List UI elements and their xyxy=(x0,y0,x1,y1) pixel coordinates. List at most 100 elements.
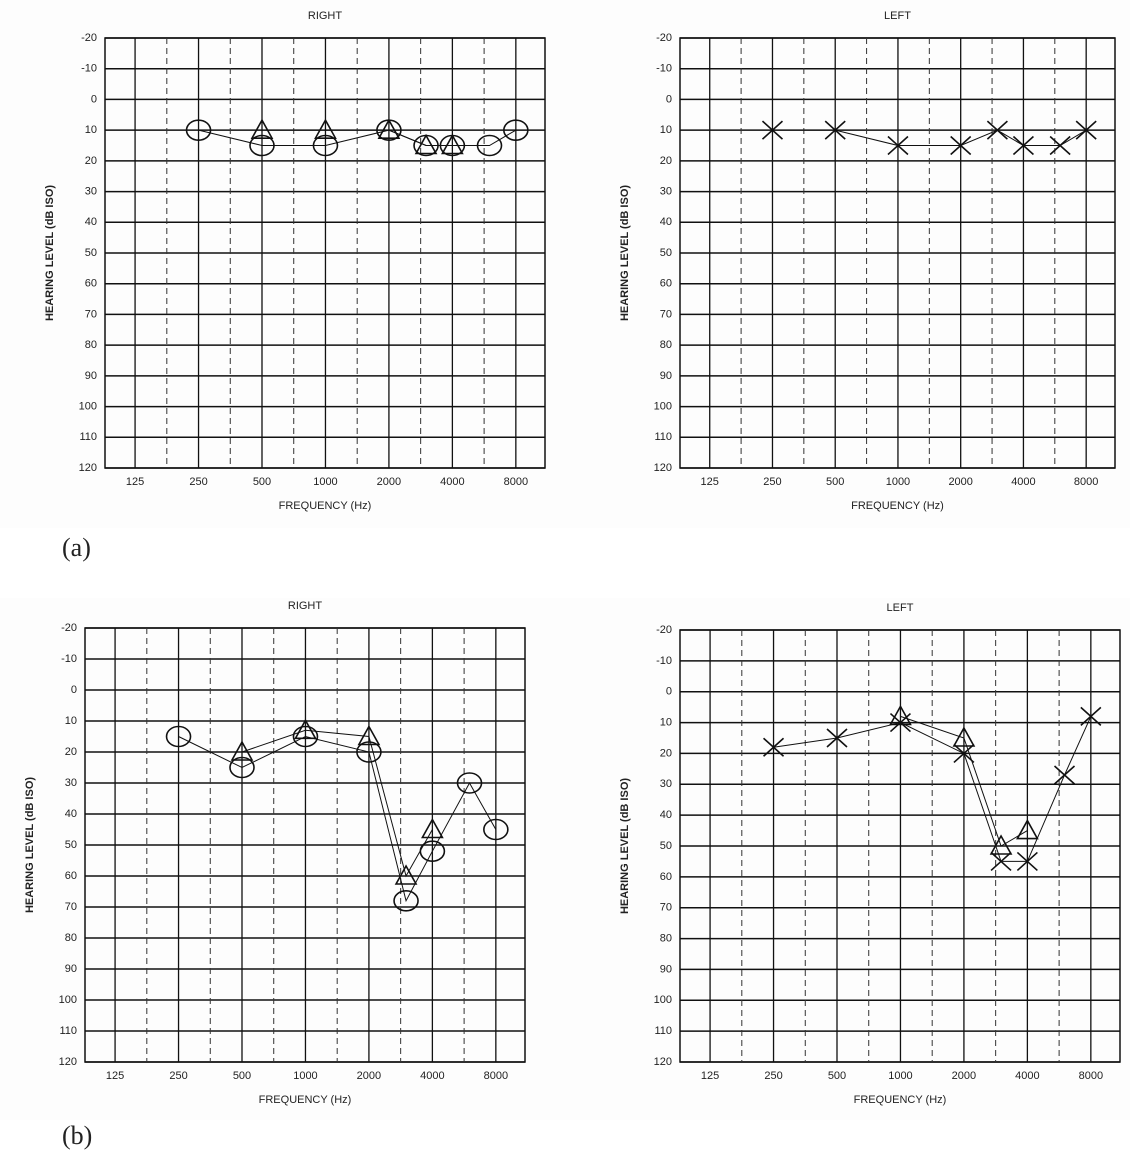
x-axis-title: FREQUENCY (Hz) xyxy=(854,1094,947,1106)
x-tick-label: 4000 xyxy=(1015,1070,1039,1082)
cross-marker xyxy=(1049,135,1071,156)
triangle-marker xyxy=(250,118,274,139)
y-tick-label: 50 xyxy=(660,840,672,852)
y-tick-label: -20 xyxy=(656,624,672,636)
circle-marker xyxy=(249,134,275,157)
y-tick-label: 20 xyxy=(660,747,672,759)
x-axis-title: FREQUENCY (Hz) xyxy=(259,1094,352,1106)
y-axis-title: HEARING LEVEL (dB ISO) xyxy=(619,185,631,321)
circle-marker xyxy=(483,818,509,841)
y-tick-label: 60 xyxy=(85,278,97,290)
x-tick-label: 500 xyxy=(233,1070,251,1082)
x-tick-label: 1000 xyxy=(313,476,337,488)
triangle-marker xyxy=(394,864,418,885)
triangle-marker xyxy=(421,817,444,839)
panel-label: (a) xyxy=(62,533,91,562)
y-tick-label: 100 xyxy=(654,400,672,412)
scan-a xyxy=(0,0,1130,528)
cross-marker xyxy=(889,712,911,733)
y-tick-label: 80 xyxy=(65,932,77,944)
triangle-marker xyxy=(314,118,337,139)
y-tick-label: 50 xyxy=(85,247,97,259)
y-tick-label: -20 xyxy=(61,622,77,634)
y-tick-label: 30 xyxy=(660,778,672,790)
y-tick-label: 110 xyxy=(79,431,97,443)
y-tick-label: 80 xyxy=(660,932,672,944)
x-tick-label: 4000 xyxy=(440,476,464,488)
circle-marker xyxy=(185,119,212,141)
x-tick-label: 125 xyxy=(106,1070,124,1082)
y-tick-label: 40 xyxy=(660,216,672,228)
x-tick-label: 2000 xyxy=(948,476,972,488)
circle-marker xyxy=(312,134,339,157)
x-tick-label: 2000 xyxy=(377,476,401,488)
triangle-marker xyxy=(294,718,317,740)
cross-marker xyxy=(1012,135,1034,156)
y-tick-label: 120 xyxy=(59,1056,77,1068)
y-tick-label: 40 xyxy=(85,216,97,228)
y-tick-label: 50 xyxy=(65,839,77,851)
cross-marker xyxy=(1080,706,1102,726)
y-tick-label: 10 xyxy=(85,124,97,136)
y-tick-label: 100 xyxy=(654,994,672,1006)
y-tick-label: 20 xyxy=(65,746,77,758)
y-tick-label: 90 xyxy=(660,370,672,382)
y-tick-label: 10 xyxy=(660,716,672,728)
x-tick-label: 125 xyxy=(701,476,719,488)
y-tick-label: 50 xyxy=(660,247,672,259)
y-tick-label: -10 xyxy=(61,653,77,665)
y-tick-label: 120 xyxy=(79,462,97,474)
x-tick-label: 125 xyxy=(126,476,144,488)
y-axis-title: HEARING LEVEL (dB ISO) xyxy=(44,185,56,321)
y-tick-label: -10 xyxy=(656,655,672,667)
circle-marker xyxy=(456,772,483,794)
x-tick-label: 8000 xyxy=(484,1070,508,1082)
y-tick-label: 60 xyxy=(660,871,672,883)
triangle-marker xyxy=(1016,818,1039,840)
x-tick-label: 500 xyxy=(828,1070,846,1082)
y-tick-label: 0 xyxy=(71,684,77,696)
y-tick-label: 40 xyxy=(660,809,672,821)
y-tick-label: 20 xyxy=(85,155,97,167)
y-tick-label: 70 xyxy=(660,902,672,914)
circle-marker xyxy=(292,725,319,748)
y-tick-label: 0 xyxy=(666,686,672,698)
y-tick-label: -20 xyxy=(81,32,97,44)
circle-marker xyxy=(356,741,382,763)
chart-title: RIGHT xyxy=(288,600,323,612)
x-tick-label: 8000 xyxy=(504,476,528,488)
x-tick-label: 2000 xyxy=(952,1070,976,1082)
y-tick-label: 70 xyxy=(660,308,672,320)
y-tick-label: 90 xyxy=(65,963,77,975)
x-tick-label: 8000 xyxy=(1074,476,1098,488)
y-tick-label: -10 xyxy=(81,63,97,75)
circle-marker xyxy=(503,119,529,141)
chart-title: LEFT xyxy=(884,10,911,22)
y-tick-label: 70 xyxy=(65,901,77,913)
y-tick-label: 30 xyxy=(660,185,672,197)
cross-marker xyxy=(826,728,848,748)
y-tick-label: 20 xyxy=(660,155,672,167)
cross-marker xyxy=(761,120,784,140)
triangle-marker xyxy=(357,724,381,746)
x-tick-label: 1000 xyxy=(293,1070,317,1082)
panel-label: (b) xyxy=(62,1121,92,1150)
y-tick-label: 60 xyxy=(65,870,77,882)
x-tick-label: 2000 xyxy=(357,1070,381,1082)
chart-title: LEFT xyxy=(887,602,914,614)
series-line xyxy=(241,729,433,878)
x-tick-label: 1000 xyxy=(888,1070,912,1082)
x-axis-title: FREQUENCY (Hz) xyxy=(279,500,372,512)
chart-title: RIGHT xyxy=(308,10,343,22)
cross-marker xyxy=(986,120,1008,140)
y-tick-label: 40 xyxy=(65,808,77,820)
triangle-marker xyxy=(230,740,254,761)
circle-marker xyxy=(476,134,503,157)
cross-marker xyxy=(763,737,785,757)
triangle-marker xyxy=(952,726,976,747)
x-tick-label: 4000 xyxy=(1011,476,1035,488)
y-axis-title: HEARING LEVEL (dB ISO) xyxy=(619,778,631,914)
triangle-marker xyxy=(889,704,912,726)
y-tick-label: 100 xyxy=(79,400,97,412)
